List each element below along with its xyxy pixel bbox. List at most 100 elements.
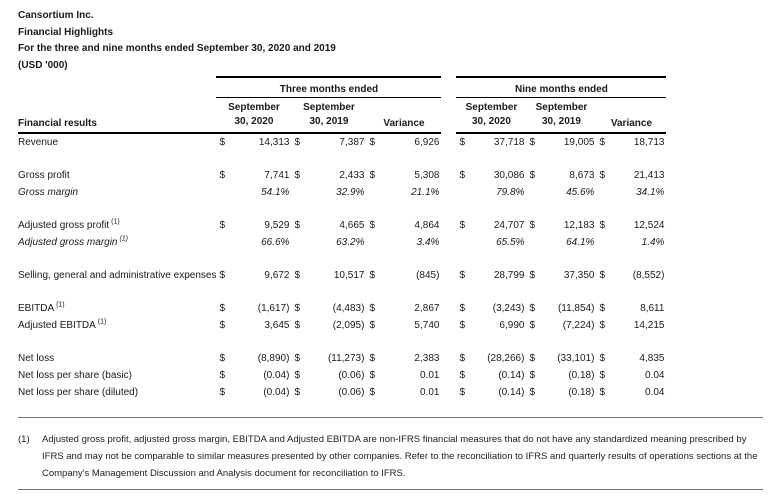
currency-symbol: $ bbox=[294, 353, 301, 364]
cell-value: 14,215 bbox=[633, 320, 665, 331]
col-header-3m-2020: September 30, 2020 bbox=[216, 97, 292, 134]
currency-symbol: $ bbox=[459, 303, 466, 314]
currency-symbol: $ bbox=[219, 220, 226, 231]
group-gap bbox=[441, 216, 456, 233]
currency-symbol: $ bbox=[529, 137, 536, 148]
group-gap bbox=[441, 183, 456, 200]
currency-symbol bbox=[216, 183, 232, 200]
currency-symbol bbox=[456, 233, 472, 250]
table-row: Net loss per share (diluted) $ (0.04) $ (0.0… bbox=[18, 383, 666, 400]
group-header-row: Three months ended Nine months ended bbox=[18, 76, 667, 98]
cell-value: (28,266) bbox=[487, 353, 525, 364]
currency-symbol: $ bbox=[294, 220, 301, 231]
row-label: Adjusted gross profit (1) bbox=[18, 218, 120, 231]
row-label: Adjusted EBITDA (1) bbox=[18, 318, 107, 331]
footnote: (1) Adjusted gross profit, adjusted gros… bbox=[18, 431, 761, 482]
currency-symbol bbox=[596, 233, 612, 250]
currency-symbol: $ bbox=[294, 270, 301, 281]
currency-symbol bbox=[526, 233, 542, 250]
currency-symbol: $ bbox=[294, 387, 301, 398]
currency-symbol: $ bbox=[529, 387, 536, 398]
currency-symbol: $ bbox=[529, 320, 536, 331]
group-three-months-header: Three months ended bbox=[216, 76, 442, 98]
currency-symbol bbox=[596, 183, 612, 200]
cell-value: (0.04) bbox=[263, 370, 290, 381]
currency-symbol: $ bbox=[459, 270, 466, 281]
cell-value: 7,387 bbox=[339, 137, 365, 148]
cell-value: 0.01 bbox=[419, 370, 440, 381]
cell-value: (11,273) bbox=[327, 353, 365, 364]
group-gap bbox=[441, 383, 456, 400]
footnote-reference: (1) bbox=[95, 318, 107, 326]
row-label: Net loss per share (diluted) bbox=[18, 387, 139, 398]
currency-symbol: $ bbox=[459, 353, 466, 364]
cell-value: 4,835 bbox=[639, 353, 665, 364]
cell-value: 21,413 bbox=[633, 170, 665, 181]
currency-symbol: $ bbox=[219, 353, 226, 364]
currency-symbol: $ bbox=[599, 137, 606, 148]
currency-symbol: $ bbox=[599, 270, 606, 281]
cell-value: 64.1% bbox=[566, 237, 595, 248]
row-label: Gross margin bbox=[18, 187, 79, 198]
cell-value: 3.4% bbox=[416, 237, 440, 248]
cell-value: 4,864 bbox=[414, 220, 440, 231]
cell-value: 9,672 bbox=[264, 270, 290, 281]
cell-value: 37,350 bbox=[563, 270, 595, 281]
cell-value: (0.18) bbox=[568, 387, 595, 398]
row-label: Net loss bbox=[18, 353, 55, 364]
currency-symbol: $ bbox=[369, 387, 376, 398]
cell-value: 54.1% bbox=[261, 187, 290, 198]
currency-symbol bbox=[526, 183, 542, 200]
footnote-reference: (1) bbox=[109, 218, 120, 226]
group-gap bbox=[441, 133, 456, 150]
row-label: Net loss per share (basic) bbox=[18, 370, 132, 381]
group-gap bbox=[441, 299, 456, 316]
currency-symbol: $ bbox=[294, 370, 301, 381]
column-header-row: Financial results September 30, 2020 Sep… bbox=[18, 97, 667, 134]
currency-symbol: $ bbox=[529, 370, 536, 381]
cell-value: 63.2% bbox=[336, 237, 365, 248]
table-row: Gross margin 54.1% 32.9% 21.1% 79.8% 45.6% 34.… bbox=[18, 183, 666, 200]
cell-value: 12,524 bbox=[633, 220, 665, 231]
cell-value: 5,308 bbox=[414, 170, 440, 181]
currency-symbol: $ bbox=[599, 170, 606, 181]
currency-symbol: $ bbox=[369, 303, 376, 314]
currency-symbol: $ bbox=[459, 170, 466, 181]
cell-value: 45.6% bbox=[566, 187, 595, 198]
cell-value: 6,990 bbox=[499, 320, 525, 331]
cell-value: (11,854) bbox=[557, 303, 595, 314]
currency-symbol: $ bbox=[459, 387, 466, 398]
currency-symbol bbox=[456, 183, 472, 200]
cell-value: 0.04 bbox=[644, 387, 665, 398]
cell-value: (1,617) bbox=[257, 303, 290, 314]
cell-value: 2,383 bbox=[414, 353, 440, 364]
currency-symbol: $ bbox=[529, 353, 536, 364]
cell-value: 79.8% bbox=[496, 187, 525, 198]
row-label: Revenue bbox=[18, 137, 59, 148]
group-gap bbox=[441, 166, 456, 183]
cell-value: 14,313 bbox=[258, 137, 290, 148]
currency-symbol: $ bbox=[369, 320, 376, 331]
period-statement: For the three and nine months ended Sept… bbox=[18, 43, 336, 54]
currency-symbol: $ bbox=[369, 370, 376, 381]
group-gap bbox=[441, 316, 456, 333]
table-row: Adjusted EBITDA (1) $3,645 $ (2,095) $5,740 $… bbox=[18, 316, 666, 333]
currency-symbol bbox=[291, 183, 307, 200]
currency-symbol: $ bbox=[459, 137, 466, 148]
cell-value: (7,224) bbox=[562, 320, 595, 331]
table-row: Revenue $14,313 $7,387 $6,926 $37,718 $19,005… bbox=[18, 133, 666, 150]
col-header-3m-2019: September 30, 2019 bbox=[291, 97, 367, 134]
cell-value: 9,529 bbox=[264, 220, 290, 231]
cell-value: (0.14) bbox=[498, 370, 525, 381]
row-label: Adjusted gross margin (1) bbox=[18, 235, 128, 248]
currency-symbol: $ bbox=[369, 170, 376, 181]
group-nine-months-header: Nine months ended bbox=[456, 76, 667, 98]
table-body: Revenue $14,313 $7,387 $6,926 $37,718 $19,005… bbox=[18, 133, 666, 400]
cell-value: 66.6% bbox=[261, 237, 290, 248]
cell-value: (0.18) bbox=[568, 370, 595, 381]
currency-symbol: $ bbox=[294, 137, 301, 148]
currency-symbol: $ bbox=[219, 320, 226, 331]
cell-value: 0.04 bbox=[644, 370, 665, 381]
table-row: Adjusted gross profit (1) $9,529 $4,665 $4,… bbox=[18, 216, 666, 233]
group-gap bbox=[441, 266, 456, 283]
